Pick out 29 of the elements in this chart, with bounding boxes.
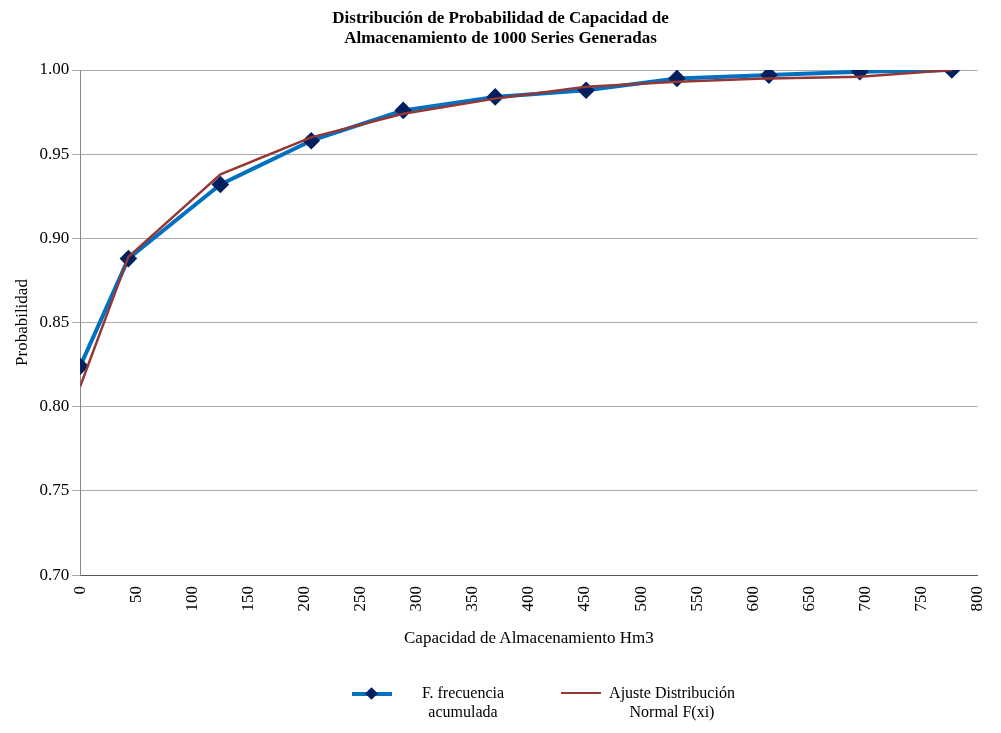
x-tick-label: 50 — [125, 586, 145, 604]
y-tick-label: 0.90 — [39, 227, 70, 247]
x-tick-label: 800 — [967, 586, 987, 612]
y-axis-title: Probabilidad — [11, 278, 31, 366]
x-tick-label: 650 — [798, 586, 818, 612]
x-tick-label: 500 — [630, 586, 650, 612]
legend-label: Ajuste Distribución Normal F(xi) — [608, 683, 736, 721]
x-tick-label: 300 — [406, 586, 426, 612]
x-tick-label: 350 — [462, 586, 482, 612]
x-tick-label: 200 — [293, 586, 313, 612]
x-tick-label: 700 — [854, 586, 874, 612]
y-tick-label: 0.85 — [39, 312, 70, 332]
y-tick-label: 0.75 — [39, 480, 70, 500]
x-axis-title: Capacidad de Almacenamiento Hm3 — [404, 628, 654, 648]
x-tick-label: 600 — [742, 586, 762, 612]
x-tick-label: 0 — [69, 586, 89, 595]
chart-title: Distribución de Probabilidad de Capacidad de Almacenamiento de 1000 Series Generadas — [331, 8, 670, 48]
x-tick-label: 250 — [350, 586, 370, 612]
y-tick-label: 0.70 — [39, 564, 70, 584]
y-tick-label: 1.00 — [39, 59, 70, 79]
y-tick-label: 0.80 — [39, 396, 70, 416]
x-tick-label: 450 — [574, 586, 594, 612]
x-tick-label: 550 — [686, 586, 706, 612]
y-tick-label: 0.95 — [39, 143, 70, 163]
x-tick-label: 150 — [237, 586, 257, 612]
x-tick-label: 400 — [518, 586, 538, 612]
x-tick-label: 750 — [910, 586, 930, 612]
x-tick-label: 100 — [181, 586, 201, 612]
legend-label: F. frecuencia acumulada — [420, 683, 506, 721]
